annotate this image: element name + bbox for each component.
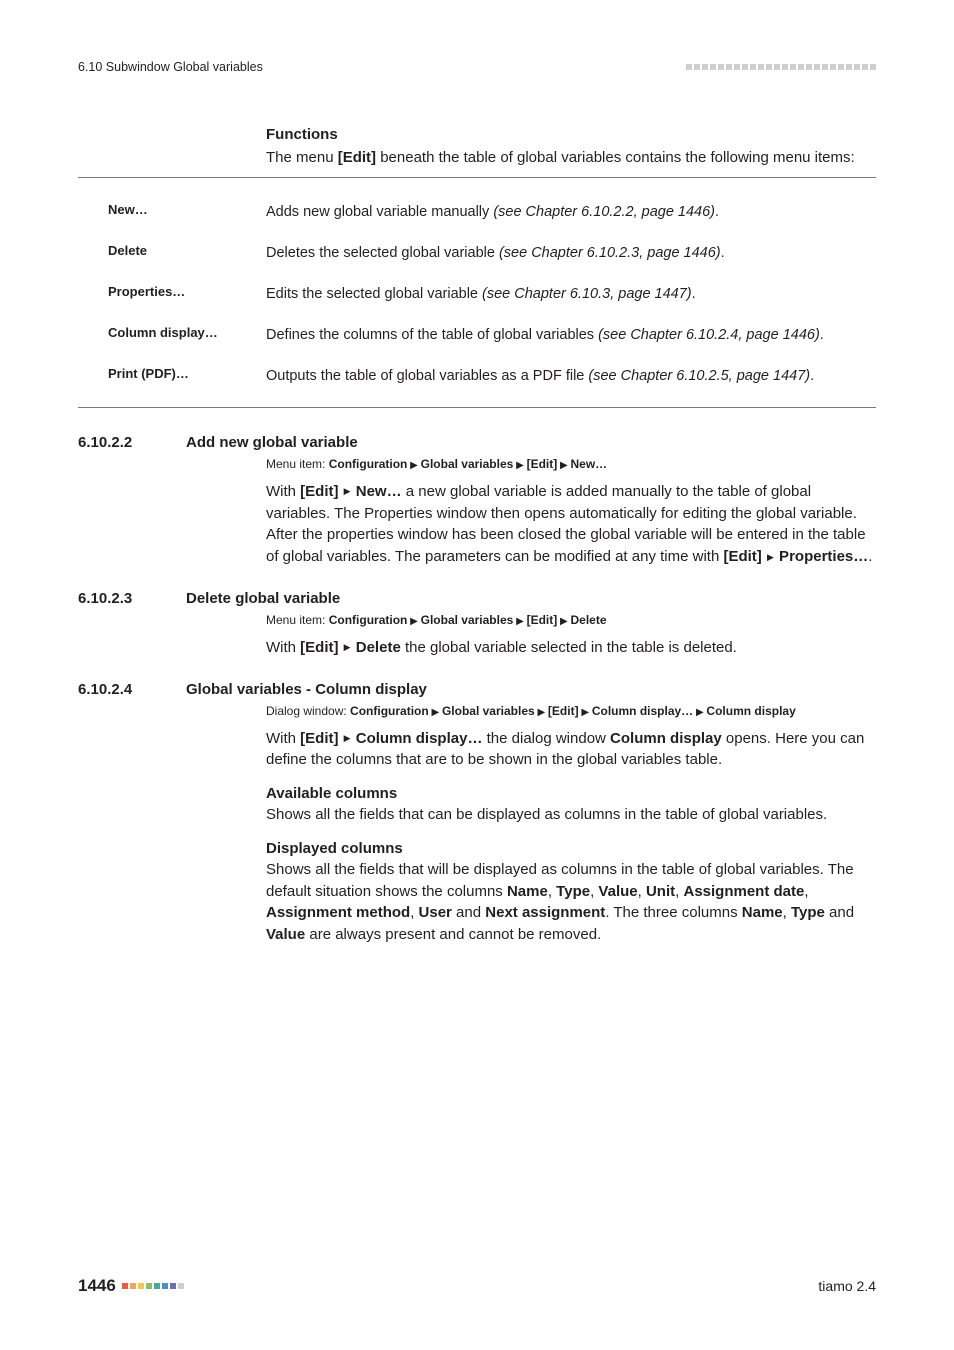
- header-dot: [782, 64, 788, 70]
- functions-heading: Functions: [266, 126, 876, 143]
- functions-row: New…Adds new global variable manually (s…: [78, 192, 876, 233]
- header-dot: [838, 64, 844, 70]
- section: 6.10.2.3Delete global variable Menu item:…: [78, 590, 876, 659]
- header-dot: [846, 64, 852, 70]
- functions-row-label: Delete: [78, 243, 266, 264]
- footer-dot: [178, 1283, 184, 1289]
- header-dot: [734, 64, 740, 70]
- subsection-heading: Displayed columns: [266, 840, 876, 857]
- header-dots: [686, 64, 876, 70]
- page-footer: 1446 tiamo 2.4: [78, 1276, 876, 1296]
- intro-post: beneath the table of global variables co…: [376, 149, 855, 166]
- functions-row-desc: Adds new global variable manually (see C…: [266, 202, 876, 223]
- subsection-body: Shows all the fields that can be display…: [266, 804, 876, 826]
- page-header: 6.10 Subwindow Global variables: [78, 60, 876, 74]
- header-dot: [710, 64, 716, 70]
- section-heading-row: 6.10.2.2Add new global variable: [78, 434, 876, 451]
- header-dot: [758, 64, 764, 70]
- header-dot: [806, 64, 812, 70]
- section-heading-row: 6.10.2.3Delete global variable: [78, 590, 876, 607]
- subsection-heading: Available columns: [266, 785, 876, 802]
- functions-table: New…Adds new global variable manually (s…: [78, 177, 876, 408]
- section: 6.10.2.2Add new global variable Menu item…: [78, 434, 876, 568]
- section-title: Delete global variable: [186, 590, 340, 607]
- footer-dot: [122, 1283, 128, 1289]
- header-dot: [718, 64, 724, 70]
- footer-dot: [146, 1283, 152, 1289]
- menu-path: Dialog window: Configuration ▶ Global va…: [266, 702, 876, 720]
- menu-path: Menu item: Configuration ▶ Global variab…: [266, 455, 876, 473]
- functions-row-desc: Edits the selected global variable (see …: [266, 284, 876, 305]
- functions-row-label: Print (PDF)…: [78, 366, 266, 387]
- intro-pre: The menu: [266, 149, 338, 166]
- footer-dot: [130, 1283, 136, 1289]
- header-dot: [742, 64, 748, 70]
- functions-row-desc: Deletes the selected global variable (se…: [266, 243, 876, 264]
- functions-row-label: Properties…: [78, 284, 266, 305]
- footer-dots: [122, 1283, 184, 1289]
- footer-dot: [170, 1283, 176, 1289]
- header-dot: [790, 64, 796, 70]
- header-dot: [702, 64, 708, 70]
- intro-bold: [Edit]: [338, 149, 376, 166]
- header-dot: [766, 64, 772, 70]
- header-dot: [774, 64, 780, 70]
- header-dot: [830, 64, 836, 70]
- section-number: 6.10.2.4: [78, 681, 186, 698]
- header-dot: [694, 64, 700, 70]
- functions-row: Properties…Edits the selected global var…: [78, 274, 876, 315]
- header-dot: [870, 64, 876, 70]
- header-dot: [750, 64, 756, 70]
- section-title: Global variables - Column display: [186, 681, 427, 698]
- functions-row-desc: Defines the columns of the table of glob…: [266, 325, 876, 346]
- footer-dot: [162, 1283, 168, 1289]
- footer-right: tiamo 2.4: [818, 1278, 876, 1294]
- functions-row-desc: Outputs the table of global variables as…: [266, 366, 876, 387]
- subsection-body: Shows all the fields that will be displa…: [266, 859, 876, 946]
- header-dot: [862, 64, 868, 70]
- page-number: 1446: [78, 1276, 116, 1296]
- section: 6.10.2.4Global variables - Column displa…: [78, 681, 876, 946]
- header-dot: [814, 64, 820, 70]
- header-dot: [726, 64, 732, 70]
- functions-row: DeleteDeletes the selected global variab…: [78, 233, 876, 274]
- menu-path: Menu item: Configuration ▶ Global variab…: [266, 611, 876, 629]
- footer-dot: [154, 1283, 160, 1289]
- functions-intro: The menu [Edit] beneath the table of glo…: [266, 147, 876, 169]
- section-number: 6.10.2.2: [78, 434, 186, 451]
- header-dot: [798, 64, 804, 70]
- section-heading-row: 6.10.2.4Global variables - Column displa…: [78, 681, 876, 698]
- section-body: With [Edit] ▶ New… a new global variable…: [266, 481, 876, 568]
- functions-row: Column display…Defines the columns of th…: [78, 315, 876, 356]
- header-left-text: 6.10 Subwindow Global variables: [78, 60, 263, 74]
- section-body: With [Edit] ▶ Column display… the dialog…: [266, 728, 876, 772]
- header-dot: [854, 64, 860, 70]
- functions-row: Print (PDF)…Outputs the table of global …: [78, 356, 876, 397]
- section-title: Add new global variable: [186, 434, 358, 451]
- footer-dot: [138, 1283, 144, 1289]
- header-dot: [822, 64, 828, 70]
- section-number: 6.10.2.3: [78, 590, 186, 607]
- section-body: With [Edit] ▶ Delete the global variable…: [266, 637, 876, 659]
- functions-row-label: New…: [78, 202, 266, 223]
- functions-row-label: Column display…: [78, 325, 266, 346]
- header-dot: [686, 64, 692, 70]
